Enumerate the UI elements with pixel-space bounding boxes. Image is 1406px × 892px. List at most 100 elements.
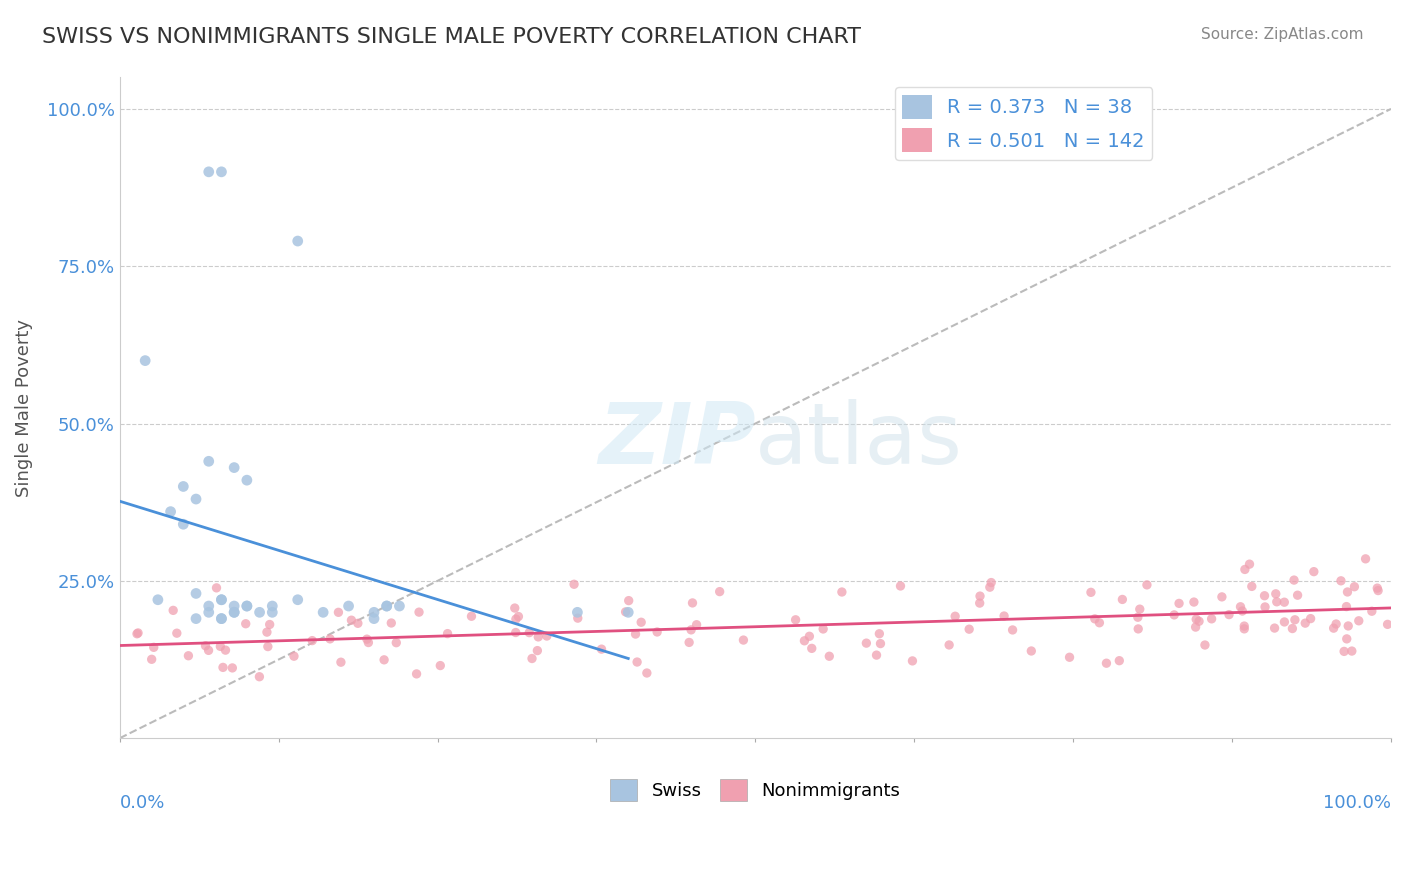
- Point: [224, 599, 246, 613]
- Point: [1264, 587, 1286, 601]
- Point: [429, 658, 451, 673]
- Point: [235, 616, 257, 631]
- Point: [1367, 581, 1389, 595]
- Point: [1232, 604, 1254, 618]
- Point: [969, 589, 991, 603]
- Point: [436, 626, 458, 640]
- Point: [1265, 595, 1288, 609]
- Y-axis label: Single Male Poverty: Single Male Poverty: [15, 318, 32, 497]
- Point: [709, 584, 731, 599]
- Point: [1088, 615, 1111, 630]
- Point: [1111, 592, 1133, 607]
- Point: [1302, 565, 1324, 579]
- Point: [375, 599, 398, 613]
- Point: [319, 632, 342, 646]
- Point: [811, 622, 834, 636]
- Point: [134, 353, 156, 368]
- Point: [1333, 644, 1355, 658]
- Point: [681, 623, 703, 637]
- Point: [938, 638, 960, 652]
- Point: [211, 165, 233, 179]
- Point: [1084, 612, 1107, 626]
- Point: [1233, 622, 1256, 636]
- Point: [197, 643, 219, 657]
- Point: [678, 635, 700, 649]
- Point: [256, 625, 278, 640]
- Point: [624, 627, 647, 641]
- Point: [184, 612, 207, 626]
- Point: [224, 605, 246, 619]
- Point: [1264, 621, 1286, 635]
- Point: [831, 585, 853, 599]
- Point: [855, 636, 877, 650]
- Point: [1136, 578, 1159, 592]
- Point: [236, 599, 259, 613]
- Point: [1239, 557, 1261, 571]
- Point: [1253, 589, 1275, 603]
- Point: [1211, 590, 1233, 604]
- Point: [249, 605, 271, 619]
- Point: [1324, 617, 1347, 632]
- Point: [785, 613, 807, 627]
- Point: [993, 609, 1015, 624]
- Point: [1330, 574, 1353, 588]
- Point: [733, 633, 755, 648]
- Point: [957, 622, 980, 636]
- Point: [159, 505, 181, 519]
- Point: [614, 605, 637, 619]
- Point: [1323, 621, 1346, 635]
- Point: [224, 460, 246, 475]
- Point: [1254, 599, 1277, 614]
- Point: [799, 629, 821, 643]
- Point: [127, 626, 149, 640]
- Point: [1240, 579, 1263, 593]
- Point: [184, 586, 207, 600]
- Point: [868, 626, 890, 640]
- Point: [385, 636, 408, 650]
- Point: [287, 234, 309, 248]
- Point: [1361, 604, 1384, 618]
- Point: [1299, 612, 1322, 626]
- Point: [1336, 632, 1358, 646]
- Point: [1282, 573, 1305, 587]
- Point: [1108, 654, 1130, 668]
- Point: [172, 479, 194, 493]
- Point: [211, 592, 233, 607]
- Point: [211, 592, 233, 607]
- Point: [283, 649, 305, 664]
- Point: [536, 629, 558, 643]
- Point: [224, 605, 246, 619]
- Text: SWISS VS NONIMMIGRANTS SINGLE MALE POVERTY CORRELATION CHART: SWISS VS NONIMMIGRANTS SINGLE MALE POVER…: [42, 27, 862, 46]
- Text: Source: ZipAtlas.com: Source: ZipAtlas.com: [1201, 27, 1364, 42]
- Point: [682, 596, 704, 610]
- Point: [980, 575, 1002, 590]
- Point: [889, 579, 911, 593]
- Point: [340, 613, 363, 627]
- Point: [388, 599, 411, 613]
- Point: [357, 635, 380, 649]
- Point: [146, 592, 169, 607]
- Point: [1272, 595, 1295, 609]
- Point: [405, 666, 427, 681]
- Point: [630, 615, 652, 630]
- Point: [184, 491, 207, 506]
- Point: [262, 605, 284, 619]
- Point: [212, 660, 235, 674]
- Point: [194, 639, 217, 653]
- Point: [505, 612, 527, 626]
- Legend: Swiss, Nonimmigrants: Swiss, Nonimmigrants: [603, 772, 908, 808]
- Point: [1218, 607, 1240, 622]
- Point: [617, 605, 640, 619]
- Point: [1274, 615, 1296, 629]
- Point: [329, 655, 352, 669]
- Point: [1188, 615, 1211, 629]
- Point: [328, 605, 350, 619]
- Point: [818, 649, 841, 664]
- Text: atlas: atlas: [755, 400, 963, 483]
- Point: [1294, 616, 1316, 631]
- Point: [142, 640, 165, 655]
- Point: [1021, 644, 1043, 658]
- Point: [373, 653, 395, 667]
- Point: [800, 641, 823, 656]
- Point: [645, 624, 668, 639]
